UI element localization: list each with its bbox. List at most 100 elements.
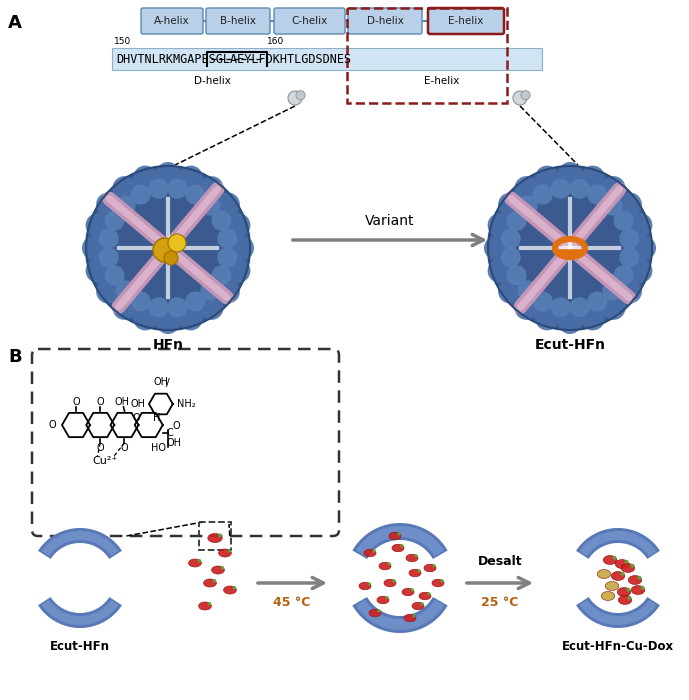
- Circle shape: [632, 236, 656, 260]
- Ellipse shape: [377, 596, 389, 603]
- Text: OH: OH: [154, 377, 168, 387]
- Text: O: O: [96, 443, 104, 453]
- Ellipse shape: [631, 585, 645, 594]
- Ellipse shape: [412, 602, 424, 610]
- Circle shape: [581, 166, 605, 190]
- Circle shape: [619, 247, 639, 267]
- Circle shape: [164, 251, 178, 265]
- Text: A: A: [8, 14, 22, 32]
- Text: OH: OH: [131, 399, 146, 409]
- Ellipse shape: [618, 596, 632, 605]
- Circle shape: [517, 281, 537, 300]
- Polygon shape: [579, 531, 657, 556]
- Circle shape: [521, 91, 530, 99]
- Circle shape: [220, 566, 224, 570]
- Text: HFn: HFn: [152, 338, 183, 352]
- Text: Ecut-HFn: Ecut-HFn: [535, 338, 606, 352]
- Ellipse shape: [597, 570, 610, 578]
- Circle shape: [506, 265, 526, 285]
- Ellipse shape: [402, 588, 414, 596]
- Circle shape: [131, 291, 151, 312]
- Circle shape: [179, 166, 203, 190]
- Circle shape: [420, 602, 424, 606]
- Circle shape: [149, 178, 169, 199]
- Circle shape: [501, 229, 521, 248]
- Text: Cu²⁺: Cu²⁺: [92, 456, 118, 466]
- Circle shape: [484, 236, 508, 260]
- Circle shape: [569, 178, 589, 199]
- Polygon shape: [576, 528, 660, 559]
- Text: O: O: [173, 421, 181, 431]
- Circle shape: [167, 298, 187, 317]
- Bar: [199, 522, 231, 550]
- Circle shape: [207, 602, 211, 606]
- Circle shape: [587, 185, 607, 204]
- Circle shape: [569, 298, 589, 317]
- Circle shape: [400, 545, 404, 547]
- Text: 150: 150: [114, 37, 131, 46]
- Circle shape: [621, 572, 624, 575]
- Bar: [112, 48, 542, 70]
- Circle shape: [112, 176, 136, 200]
- Ellipse shape: [198, 602, 212, 610]
- Circle shape: [558, 162, 582, 186]
- Circle shape: [637, 576, 641, 580]
- Ellipse shape: [379, 562, 391, 570]
- Circle shape: [233, 586, 236, 589]
- Circle shape: [200, 296, 223, 320]
- Circle shape: [105, 265, 125, 285]
- Ellipse shape: [617, 587, 630, 596]
- Circle shape: [613, 265, 633, 285]
- Text: A-helix: A-helix: [154, 17, 190, 27]
- Text: C: C: [167, 428, 174, 438]
- Circle shape: [85, 259, 110, 283]
- Ellipse shape: [406, 554, 418, 561]
- Ellipse shape: [409, 569, 421, 577]
- Circle shape: [198, 559, 201, 563]
- Circle shape: [227, 213, 250, 237]
- Circle shape: [415, 554, 418, 557]
- Circle shape: [99, 247, 119, 267]
- Circle shape: [533, 185, 553, 204]
- Text: 160: 160: [267, 37, 285, 46]
- Circle shape: [601, 176, 626, 200]
- FancyBboxPatch shape: [206, 8, 270, 34]
- FancyBboxPatch shape: [348, 8, 422, 34]
- Ellipse shape: [389, 532, 401, 540]
- Circle shape: [411, 588, 414, 592]
- Text: DHVTNLRKMGAPESGLAEYLFDKHTLGDSDNES: DHVTNLRKMGAPESGLAEYLFDKHTLGDSDNES: [116, 53, 351, 66]
- Circle shape: [367, 582, 371, 585]
- Ellipse shape: [364, 550, 376, 556]
- Text: D-helix: D-helix: [194, 76, 230, 86]
- Circle shape: [498, 279, 522, 304]
- Polygon shape: [41, 531, 119, 556]
- Circle shape: [506, 211, 526, 231]
- Circle shape: [212, 211, 232, 231]
- Circle shape: [501, 247, 521, 267]
- Circle shape: [533, 291, 553, 312]
- Polygon shape: [38, 597, 122, 628]
- Circle shape: [185, 185, 205, 204]
- Circle shape: [440, 579, 444, 582]
- Circle shape: [433, 564, 435, 568]
- Circle shape: [99, 229, 119, 248]
- Ellipse shape: [218, 549, 232, 557]
- Circle shape: [133, 307, 157, 330]
- Circle shape: [153, 238, 177, 262]
- Circle shape: [217, 247, 237, 267]
- Text: Ecut-HFn-Cu-Dox: Ecut-HFn-Cu-Dox: [562, 640, 674, 653]
- Circle shape: [551, 298, 570, 317]
- Circle shape: [618, 193, 642, 216]
- Circle shape: [179, 307, 203, 330]
- Circle shape: [212, 265, 232, 285]
- Ellipse shape: [204, 579, 216, 587]
- Circle shape: [217, 229, 237, 248]
- Text: 25 °C: 25 °C: [482, 596, 519, 609]
- Ellipse shape: [419, 592, 431, 600]
- Circle shape: [200, 281, 220, 300]
- Circle shape: [116, 195, 136, 216]
- Ellipse shape: [424, 564, 436, 572]
- Circle shape: [133, 166, 157, 190]
- Text: O: O: [96, 397, 104, 407]
- Circle shape: [488, 213, 512, 237]
